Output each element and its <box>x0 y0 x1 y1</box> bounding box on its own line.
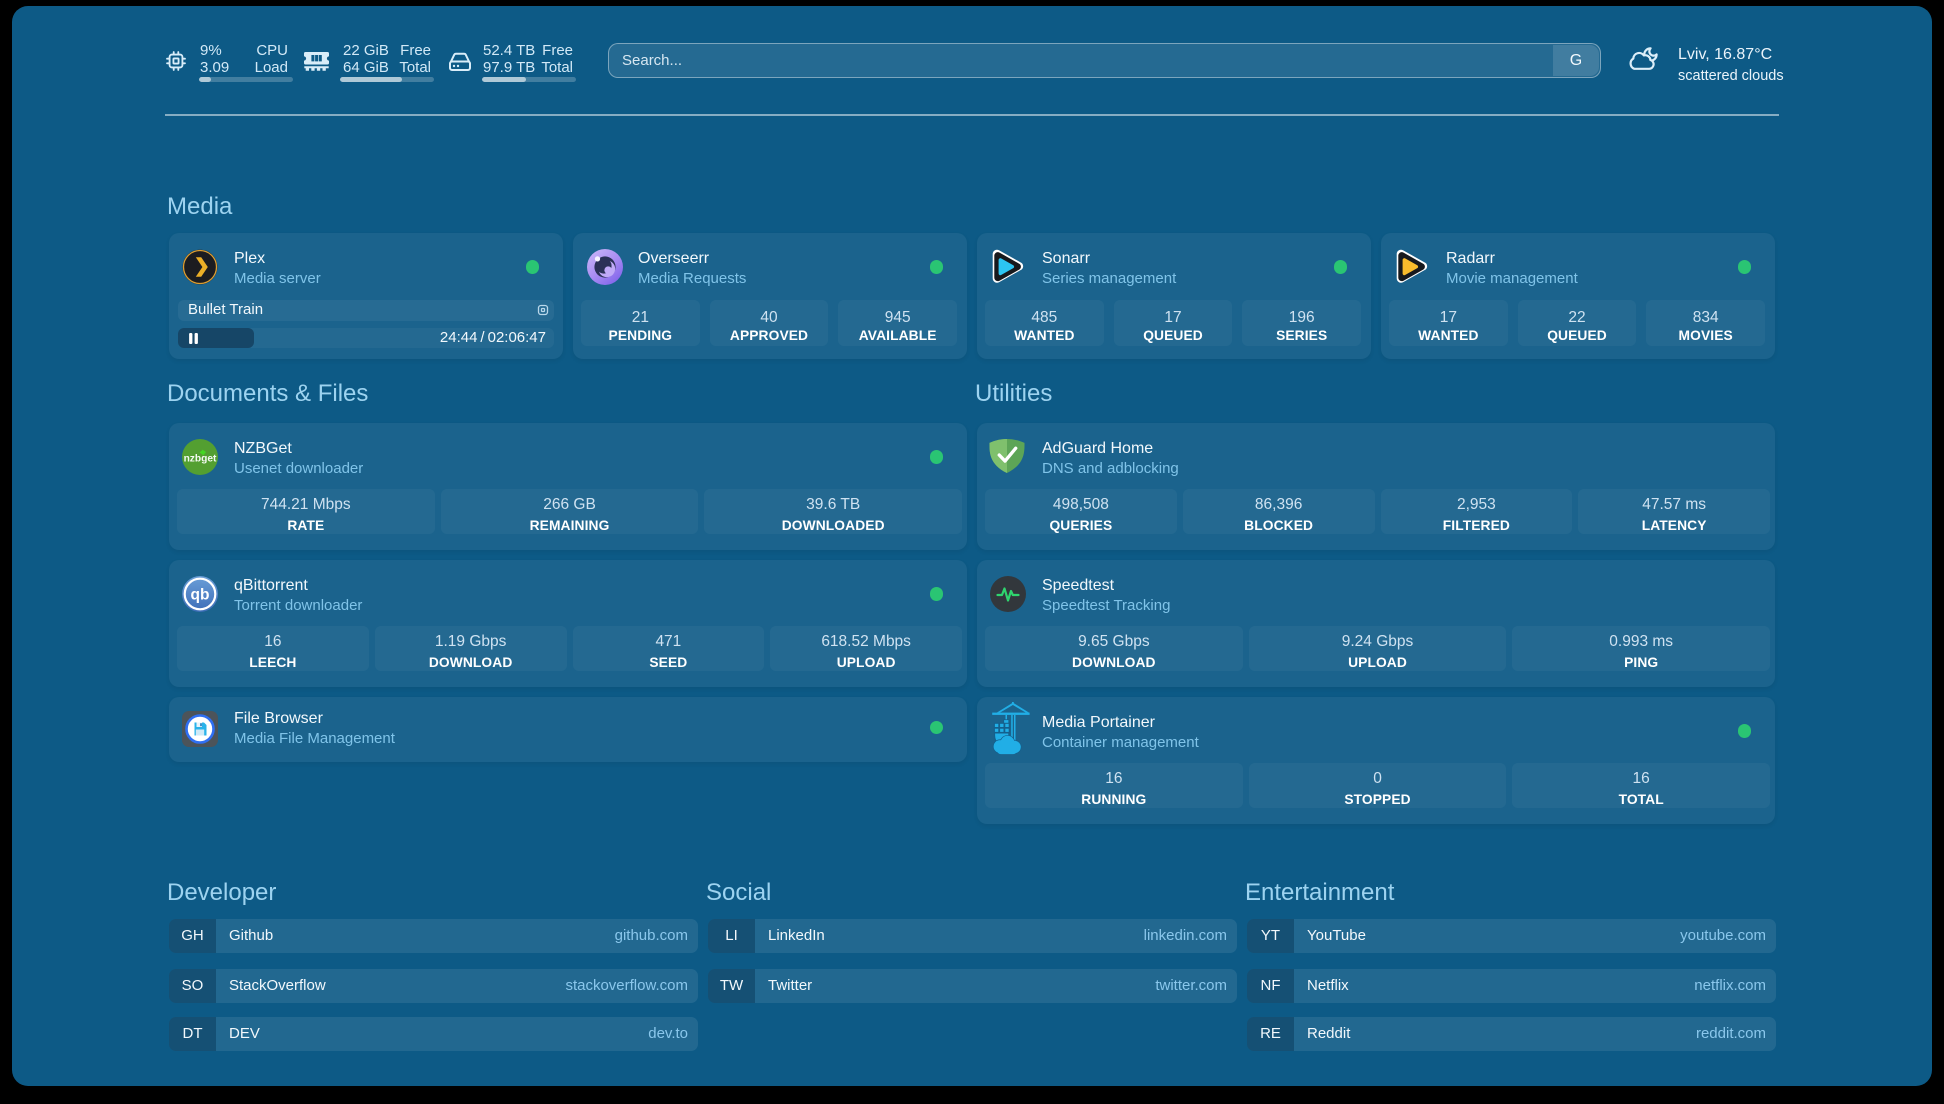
svg-text:qb: qb <box>191 587 210 604</box>
svg-text:nzbget: nzbget <box>184 454 217 465</box>
